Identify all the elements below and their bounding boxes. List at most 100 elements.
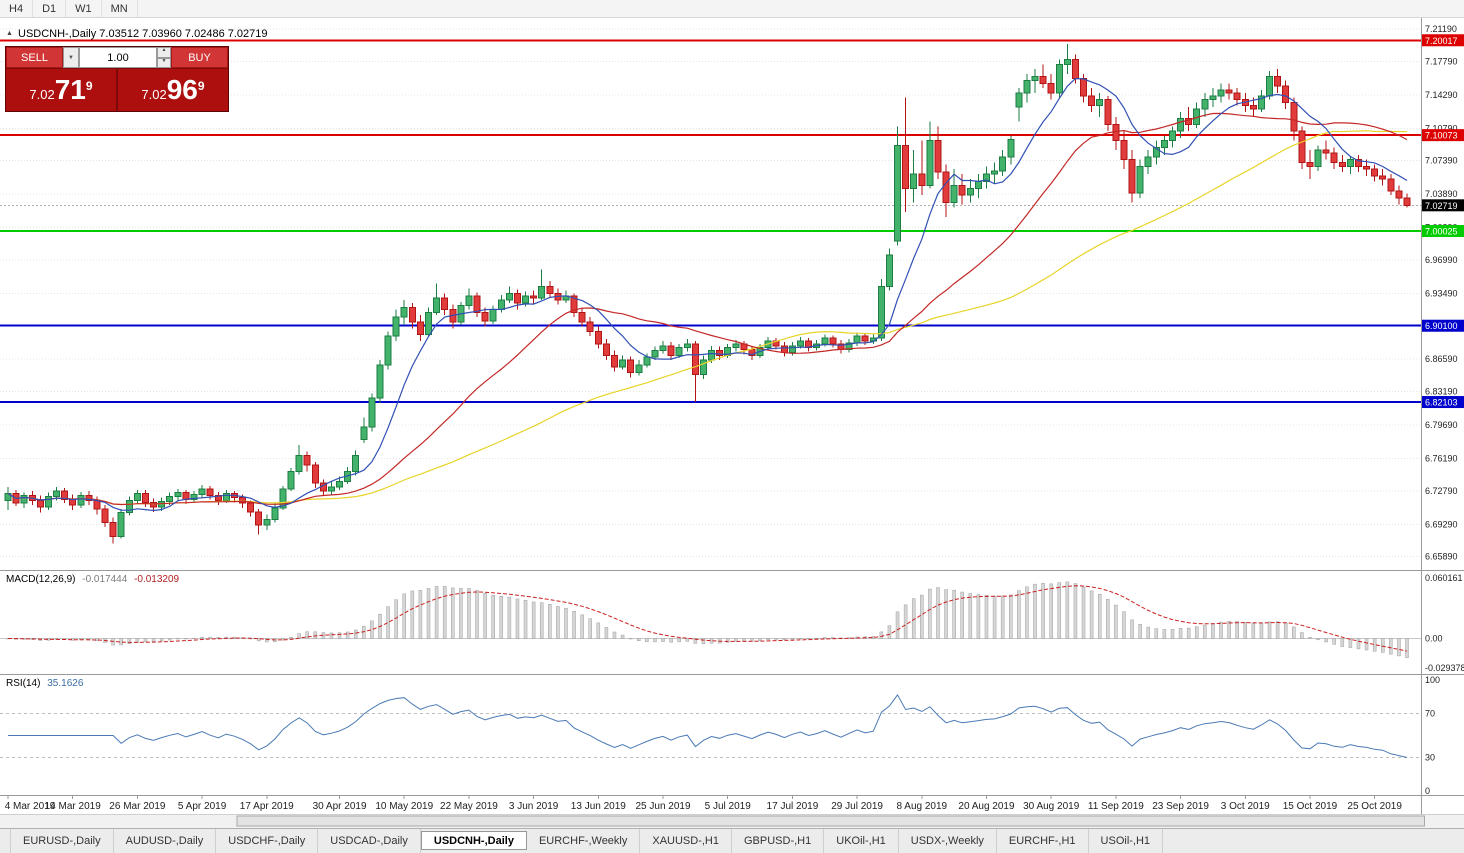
svg-text:30 Aug 2019: 30 Aug 2019 xyxy=(1023,801,1080,812)
svg-text:100: 100 xyxy=(1425,675,1440,685)
svg-text:6.83190: 6.83190 xyxy=(1425,387,1458,397)
price-tag: 7.20017 xyxy=(1422,34,1464,47)
svg-text:6.90100: 6.90100 xyxy=(1425,321,1458,331)
svg-text:3 Oct 2019: 3 Oct 2019 xyxy=(1221,801,1270,812)
sell-price-tile[interactable]: 7.02719 xyxy=(6,69,116,111)
arrow-down-icon: ▼ xyxy=(161,57,167,64)
macd-axis-labels[interactable]: 0.060161 0.00 -0.029378 xyxy=(1425,573,1464,673)
svg-text:7.21190: 7.21190 xyxy=(1425,24,1457,34)
macd-histogram xyxy=(6,581,1409,658)
svg-text:6.82103: 6.82103 xyxy=(1425,398,1458,408)
price-tag: 7.00025 xyxy=(1422,225,1464,238)
svg-text:22 May 2019: 22 May 2019 xyxy=(440,801,498,812)
svg-text:14 Mar 2019: 14 Mar 2019 xyxy=(45,801,102,812)
svg-text:7.10073: 7.10073 xyxy=(1425,131,1458,141)
period-button-mn[interactable]: MN xyxy=(102,0,138,17)
chart-tab-usdcnh-daily[interactable]: USDCNH-,Daily xyxy=(420,831,527,850)
svg-text:8 Aug 2019: 8 Aug 2019 xyxy=(896,801,947,812)
period-button-h4[interactable]: H4 xyxy=(0,0,34,17)
macd-pane: 0.060161 0.00 -0.029378 xyxy=(0,573,1464,673)
svg-text:17 Jul 2019: 17 Jul 2019 xyxy=(767,801,819,812)
svg-text:7.10790: 7.10790 xyxy=(1425,123,1458,133)
horizontal-level-lines xyxy=(0,39,1421,404)
chart-tab-usdchf-daily[interactable]: USDCHF-,Daily xyxy=(216,829,319,853)
ma-25-line xyxy=(7,112,1408,506)
chart-tab-eurchf-h1[interactable]: EURCHF-,H1 xyxy=(997,829,1089,853)
svg-text:23 Sep 2019: 23 Sep 2019 xyxy=(1152,801,1209,812)
buy-price: 7.02969 xyxy=(141,74,204,106)
svg-text:6.79690: 6.79690 xyxy=(1425,420,1458,430)
svg-text:6.76190: 6.76190 xyxy=(1425,453,1458,463)
period-button-w1[interactable]: W1 xyxy=(66,0,102,17)
volume-input[interactable]: 1.00 xyxy=(79,47,157,68)
macd-main-value: -0.017444 xyxy=(82,574,128,585)
svg-text:5 Jul 2019: 5 Jul 2019 xyxy=(705,801,752,812)
svg-text:25 Oct 2019: 25 Oct 2019 xyxy=(1347,801,1402,812)
sell-price-sup: 9 xyxy=(85,79,93,93)
svg-text:7.00025: 7.00025 xyxy=(1425,227,1458,237)
svg-text:5 Apr 2019: 5 Apr 2019 xyxy=(178,801,227,812)
macd-signal-value: -0.013209 xyxy=(134,574,180,585)
period-button-d1[interactable]: D1 xyxy=(33,0,67,17)
svg-text:13 Jun 2019: 13 Jun 2019 xyxy=(571,801,626,812)
svg-text:0: 0 xyxy=(1425,786,1430,796)
buy-price-big: 96 xyxy=(166,74,198,105)
rsi-pane: 100 70 30 0 xyxy=(0,675,1440,796)
chart-tab-usdx-weekly[interactable]: USDX-,Weekly xyxy=(899,829,997,853)
chart-canvas[interactable]: 6.65890 6.69290 6.72790 6.76190 6.79690 6.831… xyxy=(0,18,1464,828)
svg-text:29 Jul 2019: 29 Jul 2019 xyxy=(831,801,883,812)
scrollbar-thumb[interactable] xyxy=(236,815,1425,827)
symbol-marker-icon: ▲ xyxy=(6,30,13,37)
chart-ohlc-values: 7.03512 7.03960 7.02486 7.02719 xyxy=(99,28,268,40)
svg-text:6.72790: 6.72790 xyxy=(1425,486,1458,496)
chart-tab-audusd-daily[interactable]: AUDUSD-,Daily xyxy=(114,829,217,853)
rsi-name: RSI(14) xyxy=(6,678,41,689)
rsi-indicator-label: RSI(14) 35.1626 xyxy=(6,678,83,689)
svg-text:20 Aug 2019: 20 Aug 2019 xyxy=(958,801,1015,812)
rsi-axis-labels[interactable]: 100 70 30 0 xyxy=(1425,675,1440,796)
svg-text:-0.029378: -0.029378 xyxy=(1425,663,1464,673)
svg-text:0.060161: 0.060161 xyxy=(1425,573,1463,583)
ma-55-line xyxy=(7,130,1408,506)
svg-text:7.03890: 7.03890 xyxy=(1425,189,1458,199)
chart-tab-usdcad-daily[interactable]: USDCAD-,Daily xyxy=(318,829,421,853)
sell-price: 7.02719 xyxy=(29,74,92,106)
svg-text:7.07390: 7.07390 xyxy=(1425,156,1458,166)
ma-8-line xyxy=(7,77,1408,512)
price-tag: 6.82103 xyxy=(1422,396,1464,409)
chart-tab-eurchf-weekly[interactable]: EURCHF-,Weekly xyxy=(527,829,641,853)
svg-text:7.17790: 7.17790 xyxy=(1425,57,1458,67)
svg-text:7.20017: 7.20017 xyxy=(1425,36,1458,46)
volume-dropdown-button[interactable]: ▼ xyxy=(63,47,79,68)
period-toolbar: H4 D1 W1 MN xyxy=(0,0,1464,18)
buy-price-sup: 9 xyxy=(197,79,205,93)
svg-text:6.93490: 6.93490 xyxy=(1425,288,1458,298)
buy-price-tile[interactable]: 7.02969 xyxy=(118,69,228,111)
chart-tabs-bar: EURUSD-,Daily AUDUSD-,Daily USDCHF-,Daily U… xyxy=(0,828,1464,853)
pane-separators xyxy=(0,18,1464,814)
horizontal-scrollbar[interactable] xyxy=(0,814,1464,828)
volume-up-button[interactable]: ▲ xyxy=(157,47,171,58)
sell-price-prefix: 7.02 xyxy=(29,87,55,102)
chart-tab-usoil-h1[interactable]: USOil-,H1 xyxy=(1089,829,1164,853)
price-tag: 7.10073 xyxy=(1422,129,1464,142)
chart-tab-xauusd-h1[interactable]: XAUUSD-,H1 xyxy=(640,829,732,853)
sell-button[interactable]: SELL xyxy=(6,47,63,68)
price-axis-labels[interactable]: 6.65890 6.69290 6.72790 6.76190 6.79690 6.831… xyxy=(1425,24,1458,562)
svg-text:11 Sep 2019: 11 Sep 2019 xyxy=(1088,801,1144,812)
svg-text:25 Jun 2019: 25 Jun 2019 xyxy=(635,801,690,812)
chart-title: ▲ USDCNH-,Daily 7.03512 7.03960 7.02486 … xyxy=(6,28,268,40)
chart-tab-gbpusd-h1[interactable]: GBPUSD-,H1 xyxy=(732,829,825,853)
volume-down-button[interactable]: ▼ xyxy=(157,57,171,68)
rsi-value: 35.1626 xyxy=(47,678,84,689)
chart-tab-eurusd-daily[interactable]: EURUSD-,Daily xyxy=(10,829,114,853)
chart-tab-ukoil-h1[interactable]: UKOil-,H1 xyxy=(824,829,899,853)
svg-text:10 May 2019: 10 May 2019 xyxy=(375,801,433,812)
rsi-line xyxy=(8,693,1408,758)
svg-text:6.86590: 6.86590 xyxy=(1425,354,1458,364)
buy-button[interactable]: BUY xyxy=(171,47,228,68)
svg-text:6.96990: 6.96990 xyxy=(1425,255,1458,265)
chart-window: 6.65890 6.69290 6.72790 6.76190 6.79690 6.831… xyxy=(0,18,1464,828)
svg-text:4 Mar 2019: 4 Mar 2019 xyxy=(5,801,56,812)
